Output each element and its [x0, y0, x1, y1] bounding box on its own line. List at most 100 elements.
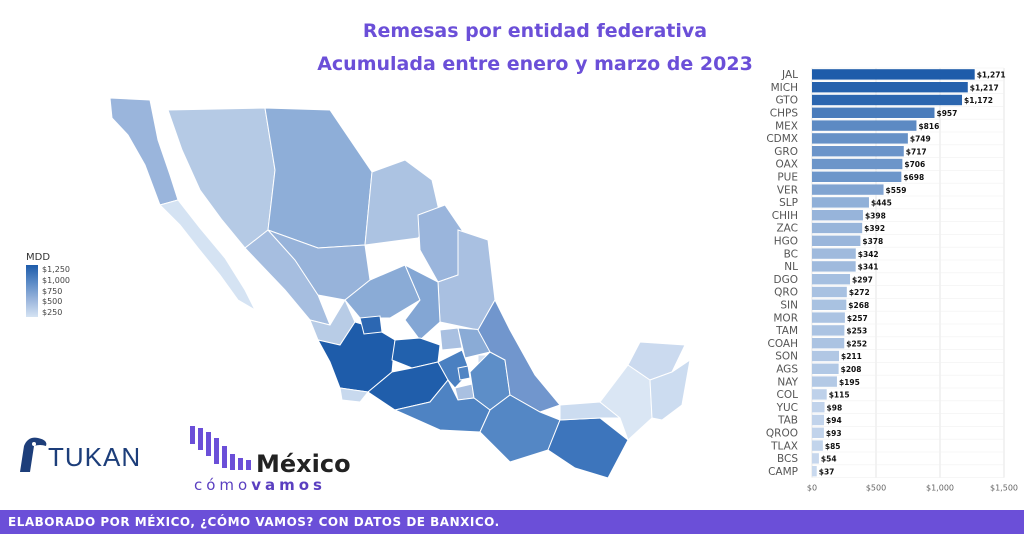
chart-title: Remesas por entidad federativa — [362, 20, 708, 42]
category-label: CDMX — [766, 133, 798, 145]
bar — [812, 235, 861, 246]
data-label: $252 — [846, 339, 867, 348]
map-region-ags — [359, 315, 383, 335]
map-region-bc — [109, 97, 179, 206]
bar — [812, 350, 840, 362]
data-label: $54 — [821, 455, 837, 464]
legend-label: $750 — [42, 286, 63, 296]
data-label: $957 — [936, 109, 957, 118]
data-label: $378 — [862, 237, 883, 246]
data-label: $717 — [906, 147, 927, 156]
category-label: SIN — [780, 300, 798, 312]
bar — [812, 158, 903, 170]
legend-label: $500 — [42, 297, 63, 307]
bar — [812, 69, 975, 80]
category-label: DGO — [774, 274, 799, 286]
category-label: VER — [777, 184, 798, 196]
data-label: $85 — [825, 442, 841, 451]
category-label: QRO — [774, 287, 798, 299]
map-region-qroo — [649, 358, 691, 421]
bar — [812, 146, 904, 157]
data-label: $211 — [841, 352, 862, 361]
data-label: $392 — [864, 224, 885, 233]
data-label: $93 — [826, 429, 842, 438]
category-label: GTO — [776, 95, 798, 107]
x-tick-label: $1,500 — [990, 484, 1018, 493]
x-tick-label: $0 — [807, 484, 817, 493]
map-region-qro — [439, 327, 463, 351]
bar — [812, 82, 968, 93]
data-label: $195 — [839, 378, 860, 387]
data-label: $706 — [904, 160, 925, 169]
bar — [812, 133, 908, 144]
map-region-oax — [479, 394, 561, 463]
data-label: $208 — [841, 365, 862, 374]
x-tick-label: $1,000 — [926, 484, 954, 493]
bar — [812, 312, 845, 323]
category-label: CHIH — [772, 210, 798, 222]
category-label: TAB — [777, 415, 798, 427]
data-label: $559 — [886, 186, 907, 195]
category-label: SLP — [779, 197, 798, 209]
data-label: $257 — [847, 314, 868, 323]
map-legend: MDD $1,250 $1,000 $750 $500 $250 — [26, 252, 70, 317]
category-label: TLAX — [770, 440, 798, 452]
bar — [812, 286, 847, 298]
tukan-logo: TUKAN — [14, 432, 140, 480]
category-label: QROO — [766, 428, 798, 440]
legend-color-scale — [26, 265, 38, 317]
category-label: BCS — [777, 453, 798, 465]
bar — [812, 466, 817, 477]
mcv-tagline-light: cómo — [194, 476, 252, 494]
bar — [812, 261, 856, 272]
data-label: $37 — [819, 467, 835, 476]
data-label: $398 — [865, 211, 886, 220]
bar — [812, 414, 825, 426]
category-label: PUE — [777, 172, 798, 184]
map-region-mor — [454, 383, 475, 401]
bar — [812, 363, 839, 374]
category-label: CAMP — [768, 466, 798, 478]
bar — [812, 94, 963, 106]
category-label: AGS — [776, 364, 798, 376]
category-label: GRO — [774, 146, 798, 158]
source-footer: ELABORADO POR MÉXICO, ¿CÓMO VAMOS? CON D… — [0, 510, 1024, 534]
bar — [812, 274, 851, 285]
map-region-chps — [547, 417, 629, 479]
mcv-tagline-bold: vamos — [251, 476, 326, 494]
data-label: $342 — [858, 250, 879, 259]
bar — [812, 120, 917, 131]
mcv-tagline: cómovamos — [194, 476, 326, 494]
category-label: OAX — [776, 159, 798, 171]
legend-label: $250 — [42, 308, 63, 317]
bar — [812, 107, 935, 118]
map-region-col — [339, 387, 369, 403]
bar — [812, 184, 884, 195]
category-label: JAL — [781, 69, 798, 81]
bar — [812, 453, 819, 464]
category-label: YUC — [776, 402, 798, 414]
bar — [812, 299, 847, 310]
data-label: $698 — [903, 173, 924, 182]
data-label: $268 — [848, 301, 869, 310]
map-region-cdmx — [457, 365, 471, 381]
bar — [812, 210, 863, 221]
data-label: $1,271 — [977, 71, 1006, 80]
category-label: CHPS — [770, 108, 799, 120]
bar — [812, 171, 902, 182]
mcv-wordmark: México — [256, 450, 351, 478]
data-label: $297 — [852, 275, 873, 284]
data-label: $816 — [918, 122, 939, 131]
map-region-chih — [264, 107, 373, 249]
data-label: $115 — [829, 391, 850, 400]
map-region-bcs — [159, 199, 257, 312]
remittances-bar-chart: JAL $1,271 MICH $1,217 GTO $1,172 CHPS $957 MEX $… — [766, 67, 1018, 493]
data-label: $1,172 — [964, 96, 993, 105]
mexico-choropleth-map — [109, 97, 691, 479]
footer-text: ELABORADO POR MÉXICO, ¿CÓMO VAMOS? CON D… — [8, 515, 500, 529]
category-label: MEX — [775, 120, 798, 132]
category-label: TAM — [775, 325, 798, 337]
category-label: MOR — [773, 312, 798, 324]
category-label: HGO — [774, 236, 798, 248]
bar — [812, 222, 863, 234]
